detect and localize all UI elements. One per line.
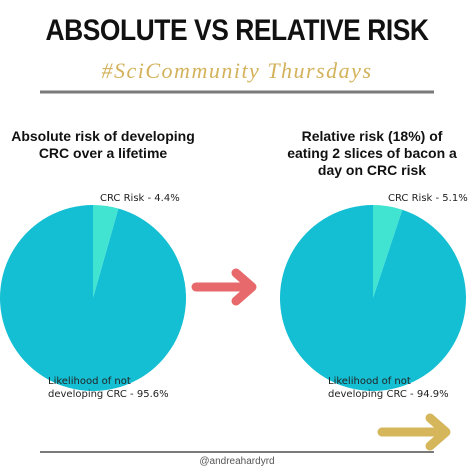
pie-slice (373, 205, 403, 298)
slice-label: CRC Risk - 5.1% (388, 193, 468, 204)
gold-arrow (377, 413, 451, 451)
title: ABSOLUTE VS RELATIVE RISK (45, 14, 429, 47)
slice-label: CRC Risk - 4.4% (100, 193, 180, 204)
credit: @andreahardyrd (199, 456, 275, 467)
subtitle: #SciCommunity Thursdays (101, 58, 373, 83)
pie-slice (93, 205, 119, 298)
slice-label: Likelihood of not developing CRC - 95.6% (48, 376, 169, 400)
chart-title: Absolute risk of developing CRC over a l… (11, 128, 195, 161)
chart-title: Relative risk (18%) of eating 2 slices o… (287, 128, 457, 178)
slice-label: Likelihood of not developing CRC - 94.9% (328, 376, 449, 400)
red-arrow (191, 268, 257, 306)
pie-slice (0, 205, 186, 391)
